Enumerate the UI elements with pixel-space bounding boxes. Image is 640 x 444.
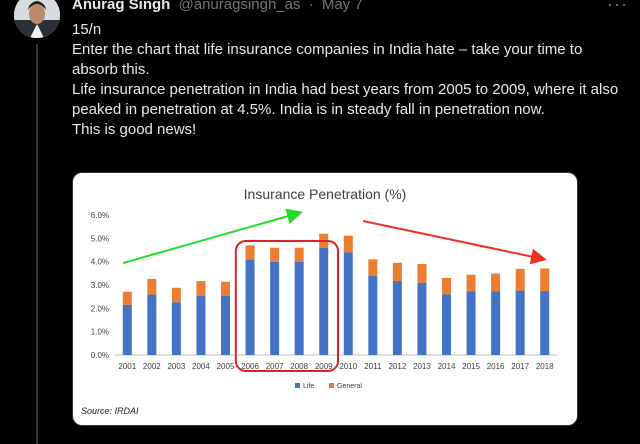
x-tick-label: 2014 xyxy=(438,362,456,371)
bar-general-2003 xyxy=(171,287,181,303)
bar-general-2001 xyxy=(122,291,132,305)
legend: Life General xyxy=(295,383,362,390)
x-tick-label: 2018 xyxy=(536,362,554,371)
x-tick-label: 2003 xyxy=(167,362,185,371)
x-tick-label: 2007 xyxy=(266,362,284,371)
avatar-image xyxy=(14,0,60,38)
x-tick-label: 2004 xyxy=(192,362,210,371)
bar-general-2011 xyxy=(368,259,378,276)
x-tick-label: 2001 xyxy=(118,362,136,371)
bar-life-2004 xyxy=(196,295,206,355)
x-tick-label: 2017 xyxy=(511,362,529,371)
bar-life-2002 xyxy=(147,294,157,355)
bar-general-2007 xyxy=(270,247,280,262)
bar-general-2017 xyxy=(515,268,525,291)
bar-general-2015 xyxy=(466,274,476,292)
highlight-box xyxy=(234,240,339,372)
y-tick-label: 5.0% xyxy=(91,234,109,243)
bar-general-2004 xyxy=(196,281,206,296)
bar-general-2006 xyxy=(245,245,255,260)
y-tick-label: 6.0% xyxy=(91,211,109,220)
x-tick-label: 2016 xyxy=(487,362,505,371)
rising-trend-arrow xyxy=(122,208,303,264)
tweet-line: Enter the chart that life insurance comp… xyxy=(72,41,583,78)
falling-trend-arrow xyxy=(362,220,547,265)
x-tick-label: 2008 xyxy=(290,362,308,371)
tweet-text: 15/n Enter the chart that life insurance… xyxy=(72,20,628,140)
annotations xyxy=(122,208,547,372)
avatar[interactable] xyxy=(14,0,60,38)
bar-life-2013 xyxy=(417,282,427,355)
y-tick-label: 4.0% xyxy=(91,258,109,267)
x-tick-label: 2010 xyxy=(339,362,357,371)
insurance-chart: Insurance Penetration (%) 0.0% 1.0% 2.0% 3.… xyxy=(81,186,557,416)
bars xyxy=(122,233,550,355)
thread-line xyxy=(36,44,38,444)
bar-life-2012 xyxy=(392,281,402,355)
legend-label: Life xyxy=(303,383,314,390)
bar-general-2008 xyxy=(294,247,304,262)
x-tick-label: 2013 xyxy=(413,362,431,371)
y-tick-label: 0.0% xyxy=(91,351,109,360)
x-axis: 2001 2002 2003 2004 2005 2006 2007 2008 2009 2010… xyxy=(118,362,554,371)
bar-life-2016 xyxy=(491,291,501,355)
bar-life-2006 xyxy=(245,259,255,355)
bar-life-2015 xyxy=(466,291,476,355)
x-tick-label: 2011 xyxy=(364,362,382,371)
bar-general-2014 xyxy=(442,278,451,295)
bar-general-2016 xyxy=(491,273,501,292)
bar-life-2011 xyxy=(368,275,378,355)
y-tick-label: 1.0% xyxy=(91,328,109,337)
bar-life-2017 xyxy=(515,290,525,355)
x-tick-label: 2015 xyxy=(462,362,480,371)
legend-swatch-general xyxy=(329,383,334,388)
bar-general-2013 xyxy=(417,264,427,283)
bar-life-2018 xyxy=(540,291,550,355)
bar-life-2005 xyxy=(221,295,230,355)
more-horizontal-icon[interactable]: ··· xyxy=(607,0,628,14)
bar-general-2002 xyxy=(147,278,157,295)
bar-life-2010 xyxy=(343,252,353,355)
tweet-line: This is good news! xyxy=(72,121,197,138)
bar-general-2010 xyxy=(343,235,353,253)
tweet-date[interactable]: May 7 xyxy=(321,0,363,13)
bar-life-2014 xyxy=(442,294,451,355)
x-tick-label: 2009 xyxy=(315,362,333,371)
y-tick-label: 2.0% xyxy=(91,304,109,313)
bar-general-2018 xyxy=(540,268,550,292)
bar-life-2008 xyxy=(294,261,304,355)
author-handle[interactable]: @anuragsingh_as xyxy=(178,0,301,13)
chart-title: Insurance Penetration (%) xyxy=(244,186,407,202)
separator-dot: · xyxy=(308,0,314,13)
bar-life-2003 xyxy=(171,302,181,355)
x-tick-label: 2002 xyxy=(143,362,161,371)
bar-life-2007 xyxy=(270,261,280,355)
x-tick-label: 2005 xyxy=(217,362,235,371)
bar-general-2005 xyxy=(221,281,230,296)
y-tick-label: 3.0% xyxy=(91,281,109,290)
y-axis: 0.0% 1.0% 2.0% 3.0% 4.0% 5.0% 6.0% xyxy=(91,211,557,360)
author-name[interactable]: Anurag Singh xyxy=(72,0,171,13)
tweet-header: Anurag Singh @anuragsingh_as · May 7 xyxy=(72,0,363,14)
x-tick-label: 2006 xyxy=(241,362,259,371)
legend-label: General xyxy=(337,383,362,390)
bar-life-2009 xyxy=(319,247,329,355)
tweet-line: 15/n xyxy=(72,21,102,38)
tweet-media-card[interactable]: Insurance Penetration (%) 0.0% 1.0% 2.0% 3.… xyxy=(72,172,578,426)
tweet-line: Life insurance penetration in India had … xyxy=(72,81,619,118)
bar-life-2001 xyxy=(122,304,132,355)
source-note: Source: IRDAI xyxy=(81,406,139,416)
bar-general-2012 xyxy=(392,262,402,282)
x-tick-label: 2012 xyxy=(388,362,406,371)
legend-swatch-life xyxy=(295,383,300,388)
